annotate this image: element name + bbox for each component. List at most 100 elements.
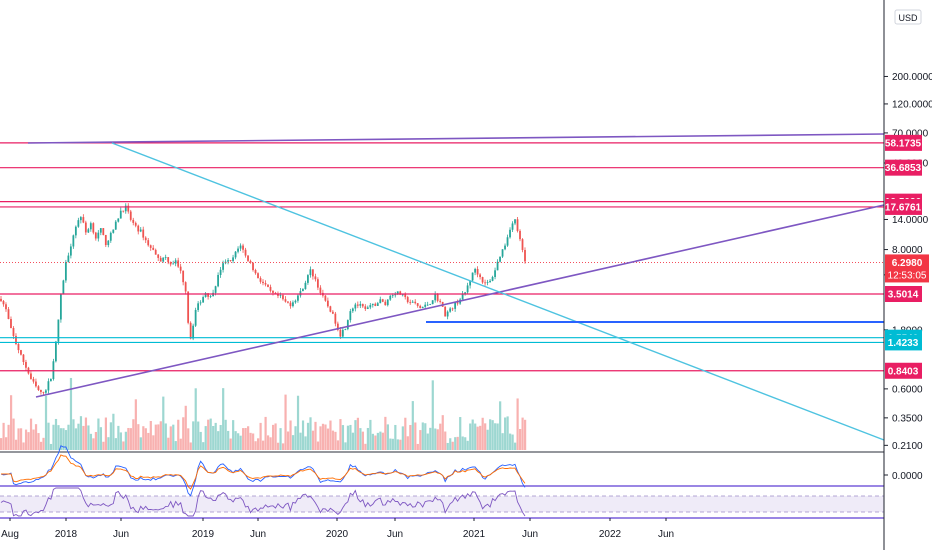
candle-body (444, 306, 447, 317)
trendlines[interactable] (27, 133, 885, 441)
x-tick-label: 2018 (55, 529, 78, 540)
volume-bar (474, 423, 477, 450)
volume-bar (466, 440, 469, 450)
candle-body (294, 300, 297, 303)
volume-bar (167, 437, 170, 450)
candle-body (152, 247, 155, 250)
candle-body (436, 294, 439, 301)
volume-bar (284, 394, 287, 450)
volume-bar (434, 428, 437, 450)
candle-body (154, 249, 157, 255)
volume-bar (394, 424, 397, 450)
volume-bar (306, 422, 310, 450)
candle-body (74, 226, 77, 236)
volume-bar (7, 424, 10, 450)
level-badge (885, 334, 922, 351)
volume-bar (157, 424, 160, 450)
volume-bar (2, 422, 5, 450)
volume-bar (94, 431, 98, 450)
trendline-descending[interactable] (111, 142, 885, 441)
candle-body (426, 304, 429, 306)
candle-body (319, 287, 322, 293)
volume-bar (252, 433, 255, 450)
volume-bar (29, 418, 33, 450)
volume-bar (521, 417, 524, 450)
macd-line (0, 445, 526, 497)
candle-body (361, 304, 364, 307)
candle-body (479, 274, 481, 278)
current-price-label: 6.2980 (892, 258, 923, 269)
candle-body (316, 279, 319, 288)
volume-bar (279, 428, 282, 450)
volume-bar (396, 439, 399, 450)
current-price-badge (885, 254, 929, 283)
candle-body (194, 309, 197, 326)
candle-body (371, 303, 374, 306)
countdown-label: 12:53:05 (888, 270, 927, 281)
x-tick-label: Jun (658, 529, 674, 540)
candle-body (244, 249, 247, 256)
volume-bar (209, 418, 212, 450)
volume-bar (359, 428, 362, 450)
candle-body (277, 293, 279, 296)
volume-bar (139, 437, 142, 450)
signal-line (1, 454, 526, 490)
volume-bar (504, 417, 507, 450)
candle-body (486, 282, 489, 283)
candle-body (521, 239, 524, 250)
candle-body (331, 311, 334, 314)
volume-bar (59, 428, 63, 450)
volume-bar (346, 425, 350, 450)
candle-body (451, 308, 454, 310)
volume-bar (132, 419, 135, 450)
candle-body (366, 307, 369, 309)
level-badge (885, 286, 922, 303)
candle-body (162, 257, 165, 262)
volume-bar (324, 424, 327, 450)
volume-bar (44, 395, 48, 450)
level-badge (885, 362, 922, 379)
candle-body (89, 223, 92, 230)
candle-body (20, 350, 22, 355)
trendline-top-resistance[interactable] (27, 133, 885, 144)
level-badge-label: 58.1735 (885, 138, 922, 149)
volume-bar (42, 437, 45, 450)
candle-body (239, 245, 242, 249)
candle-body (394, 294, 397, 296)
horizontal-levels[interactable] (0, 142, 884, 372)
candle-body (59, 293, 62, 320)
level-badge-label: 1.4233 (888, 338, 919, 349)
volume-bar (74, 428, 78, 450)
candle-body (82, 217, 85, 223)
candle-body (54, 341, 57, 362)
volume-bar (406, 436, 409, 450)
volume-bar (409, 425, 412, 450)
candle-body (229, 260, 232, 262)
candle-body (202, 297, 205, 303)
candle-body (399, 291, 402, 295)
x-tick-label: 2020 (326, 529, 349, 540)
candle-body (491, 276, 494, 281)
volume-bar (194, 388, 197, 450)
currency-badge[interactable] (894, 9, 922, 25)
volume-bar (289, 420, 292, 450)
trendline-rising-support[interactable] (35, 204, 885, 398)
volume-bar (399, 439, 402, 450)
volume-bar (264, 416, 267, 450)
volume-bar (127, 427, 130, 450)
candle-body (137, 225, 140, 232)
volume-bar (257, 438, 260, 450)
candle-body (64, 262, 67, 281)
candle-body (107, 240, 110, 246)
candle-body (132, 219, 135, 223)
candle-body (242, 245, 244, 250)
candle-body (25, 362, 27, 368)
candle-body (376, 303, 379, 306)
volume-bar (137, 424, 140, 450)
volume-bar (234, 431, 237, 450)
volume-bar (164, 423, 167, 450)
volume-bar (119, 432, 122, 450)
level-badge (885, 134, 922, 151)
oscillator-zero-label: 0.0000 (892, 471, 923, 482)
